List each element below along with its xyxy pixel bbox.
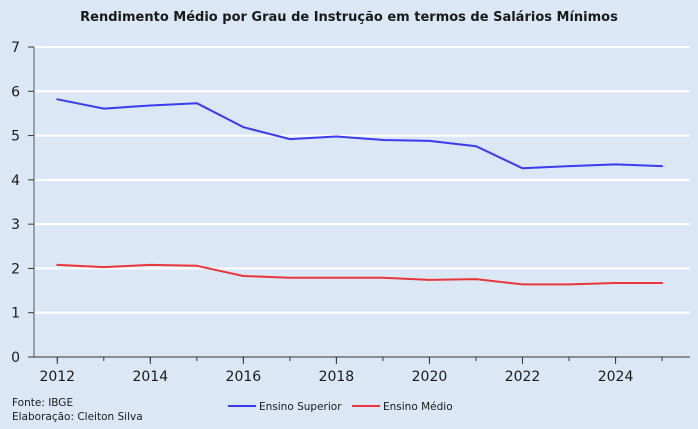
- series-line-ensino-m-dio: [56, 263, 664, 286]
- legend-label: Ensino Superior: [259, 401, 342, 413]
- x-tick-label: 2012: [39, 369, 75, 385]
- source-note: Fonte: IBGE: [12, 397, 73, 409]
- legend-label: Ensino Médio: [383, 401, 453, 413]
- y-tick-label: 3: [11, 217, 20, 233]
- gridlines: [34, 46, 690, 314]
- series-line-ensino-superior: [56, 98, 664, 170]
- series-lines: [56, 98, 664, 286]
- y-tick-label: 0: [11, 350, 20, 366]
- x-tick-label: 2014: [132, 369, 168, 385]
- axes: 0 1 2 3 4 5 6 7 2012 2014 2016 2018 2020 2022 2024: [11, 40, 690, 385]
- y-tick-label: 5: [11, 129, 20, 145]
- y-tick-label: 6: [11, 84, 20, 100]
- author-note: Elaboração: Cleiton Silva: [12, 411, 143, 423]
- x-tick-label: 2018: [319, 369, 355, 385]
- y-tick-label: 1: [11, 306, 20, 322]
- y-tick-label: 7: [11, 40, 20, 56]
- x-tick-label: 2024: [598, 369, 634, 385]
- y-tick-label: 2: [11, 261, 20, 277]
- legend: Ensino Superior Ensino Médio: [228, 401, 453, 413]
- y-tick-label: 4: [11, 173, 20, 189]
- x-tick-label: 2020: [412, 369, 448, 385]
- x-tick-label: 2016: [226, 369, 262, 385]
- chart-title: Rendimento Médio por Grau de Instrução e…: [80, 10, 618, 25]
- x-tick-label: 2022: [505, 369, 541, 385]
